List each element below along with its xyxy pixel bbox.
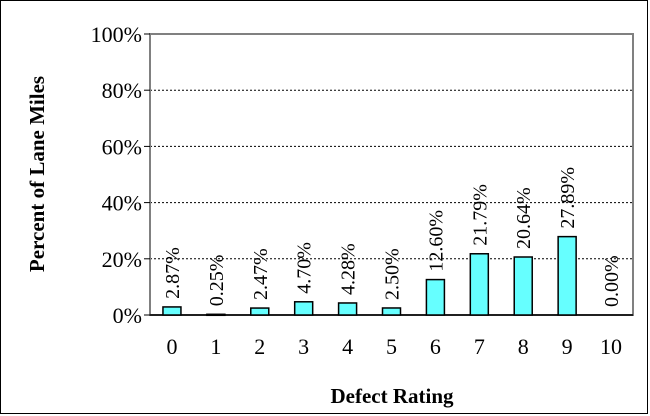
- x-axis-ticks: 0 1 2 3 4 5 6 7 8 9 10: [166, 334, 622, 359]
- y-axis-title: Percent of Lane Miles: [25, 76, 49, 272]
- data-label: 27.89%: [557, 167, 579, 229]
- bar-4: [337, 302, 358, 316]
- x-tick-label: 4: [342, 334, 353, 359]
- y-tick-label: 100%: [91, 22, 142, 47]
- x-axis-title: Defect Rating: [330, 384, 454, 408]
- bar-5: [381, 307, 402, 316]
- y-tick-label: 20%: [102, 247, 142, 272]
- gridlines: [150, 89, 633, 260]
- x-tick-label: 9: [562, 334, 573, 359]
- x-tick-label: 1: [210, 334, 221, 359]
- x-tick-label: 0: [166, 334, 177, 359]
- bar-8: [513, 256, 533, 316]
- bar-6: [425, 278, 446, 316]
- bars: [162, 235, 577, 317]
- y-tick-label: 40%: [102, 191, 142, 216]
- data-label: 12.60%: [425, 210, 447, 272]
- data-label: 2.47%: [250, 248, 272, 300]
- x-tick-label: 3: [298, 334, 309, 359]
- bar-2: [250, 307, 270, 316]
- data-label: 0.25%: [206, 255, 228, 307]
- bar-0: [162, 306, 182, 316]
- bar-1: [206, 313, 226, 317]
- data-label: 2.87%: [162, 247, 184, 299]
- data-label: 4.28%: [338, 243, 360, 295]
- data-label: 21.79%: [469, 184, 491, 246]
- data-label: 0.00%: [601, 255, 623, 307]
- y-axis-ticks: 0% 20% 40% 60% 80% 100%: [91, 22, 633, 328]
- x-tick-label: 10: [600, 334, 622, 359]
- x-tick-label: 7: [474, 334, 485, 359]
- bar-9: [557, 235, 577, 316]
- y-tick-label: 60%: [102, 134, 142, 159]
- data-label: 4.70%: [294, 242, 316, 294]
- y-tick-label: 0%: [113, 303, 142, 328]
- data-label: 20.64%: [513, 187, 535, 249]
- x-tick-label: 2: [254, 334, 265, 359]
- bar-7: [469, 253, 490, 316]
- y-tick-label: 80%: [102, 78, 142, 103]
- x-tick-label: 6: [430, 334, 441, 359]
- x-tick-label: 8: [518, 334, 529, 359]
- bar-3: [293, 301, 314, 316]
- data-label: 2.50%: [382, 248, 404, 300]
- data-labels: 2.87% 0.25% 2.47% 4.70% 4.28% 2.50% 12.60% 21.7…: [162, 167, 623, 307]
- x-tick-label: 5: [386, 334, 397, 359]
